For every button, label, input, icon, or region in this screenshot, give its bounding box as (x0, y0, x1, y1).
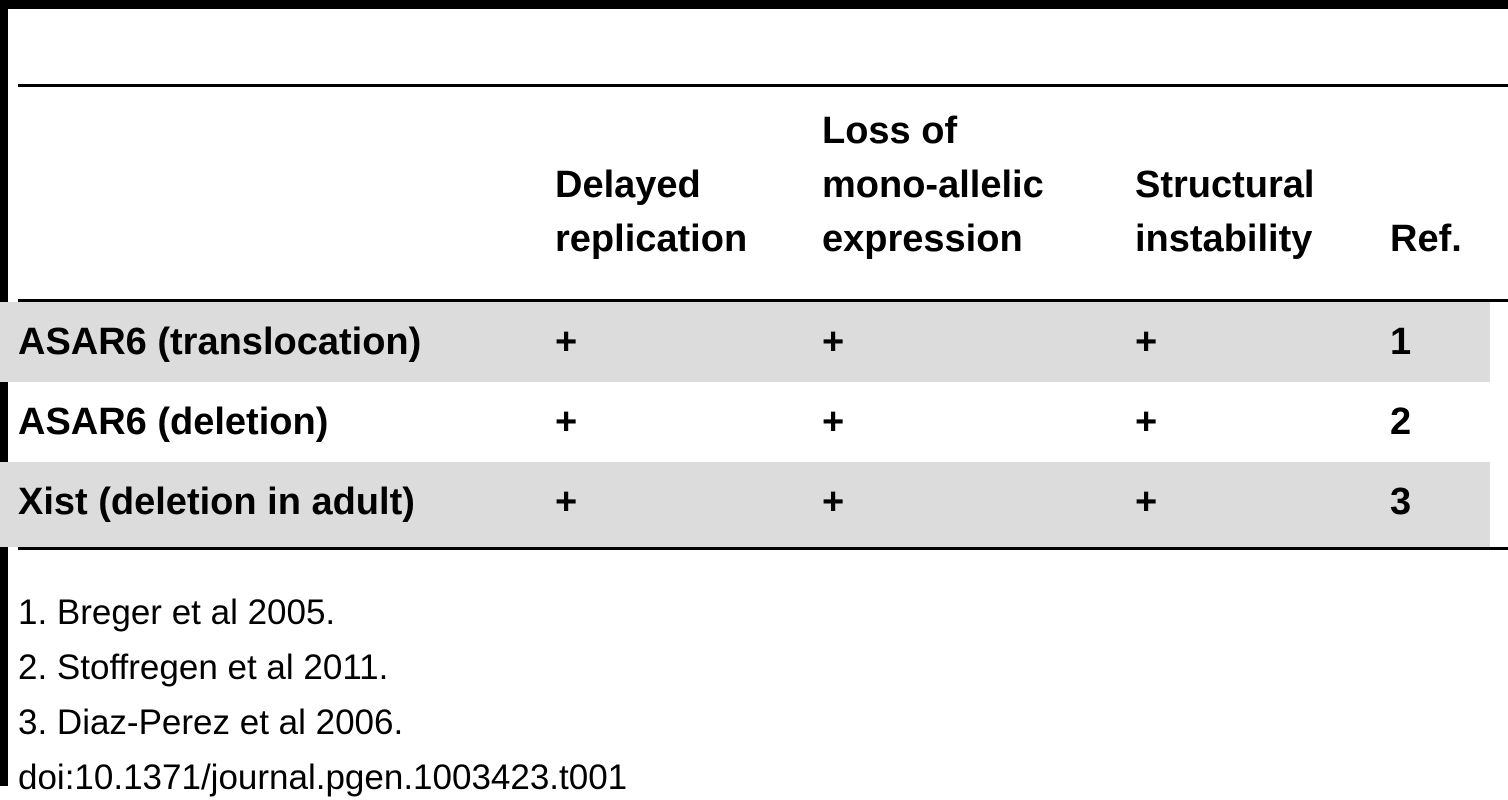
cell: + (822, 321, 845, 363)
header-cell: Delayed (555, 164, 701, 206)
row-label: Xist (deletion in adult) (18, 481, 415, 523)
header-cell: Structural (1135, 164, 1315, 206)
header-cell: replication (555, 218, 748, 260)
row-shade (0, 462, 1490, 547)
row-label: ASAR6 (translocation) (18, 321, 422, 363)
cell: 3 (1390, 481, 1412, 523)
header-cell: expression (822, 218, 1023, 260)
cell: + (1135, 321, 1158, 363)
cell: + (555, 401, 578, 443)
row-label: ASAR6 (deletion) (18, 401, 329, 443)
cell: + (555, 321, 578, 363)
header-cell: Loss of (822, 110, 958, 152)
table-bottom-rule (18, 547, 1508, 550)
header-cell: instability (1135, 218, 1313, 260)
footnote: 2. Stoffregen et al 2011. (18, 648, 389, 687)
header-cell: Ref. (1390, 218, 1462, 260)
left-bar (0, 0, 8, 786)
header-bottom-rule (18, 299, 1508, 302)
footnote: 3. Diaz-Perez et al 2006. (18, 703, 404, 742)
header-cell: mono-allelic (822, 164, 1044, 206)
row-shade (0, 302, 1490, 382)
footnote: 1. Breger et al 2005. (18, 593, 336, 632)
cell: 1 (1390, 321, 1412, 363)
cell: + (1135, 481, 1158, 523)
top-rule (0, 0, 1508, 9)
header-top-rule (18, 84, 1508, 87)
cell: 2 (1390, 401, 1412, 443)
cell: + (1135, 401, 1158, 443)
cell: + (555, 481, 578, 523)
doi: doi:10.1371/journal.pgen.1003423.t001 (18, 758, 628, 797)
cell: + (822, 401, 845, 443)
cell: + (822, 481, 845, 523)
